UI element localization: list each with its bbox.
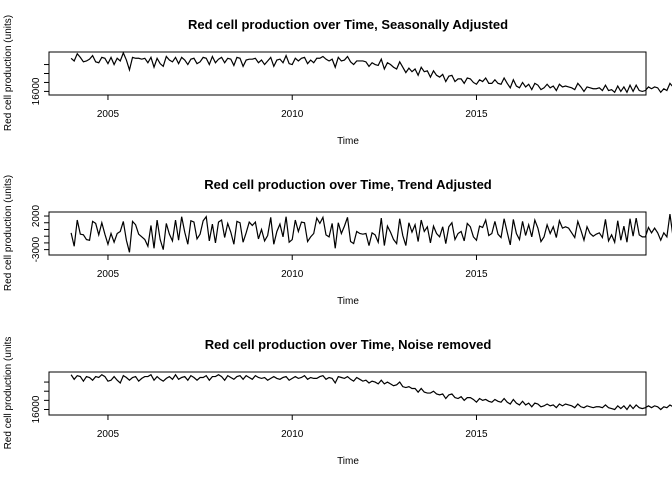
panel-2-y-tick-label: 2000 [31,204,42,227]
panel-3: Red cell production over Time, Noise rem… [3,337,672,467]
panel-1-y-ticks: 16000 [31,64,49,105]
panel-1-x-tick-label: 2015 [465,109,488,120]
panel-2-y-axis-label: Red cell production (units) [3,175,14,291]
panel-2-y-ticks: -3000 2000 [31,204,49,262]
panel-2-title: Red cell production over Time, Trend Adj… [204,177,492,192]
panel-2: Red cell production over Time, Trend Adj… [3,175,672,307]
panel-1: Red cell production over Time, Seasonall… [3,15,672,147]
panel-3-x-ticks: 2005 2010 2015 [97,415,488,440]
panel-3-title: Red cell production over Time, Noise rem… [205,337,492,352]
panel-3-x-tick-label: 2015 [465,429,488,440]
panel-1-x-axis-label: Time [337,136,359,147]
panel-1-series-line [70,51,672,94]
panel-1-y-axis-label: Red cell production (units) [3,15,14,131]
panel-2-x-axis-label: Time [337,296,359,307]
panel-1-x-ticks: 2005 2010 2015 [97,95,488,120]
panel-2-y-tick-label: -3000 [31,236,42,262]
panel-3-y-tick-label: 16000 [31,395,42,423]
panel-2-x-tick-label: 2010 [281,269,304,280]
panel-3-y-ticks: 16000 [31,381,49,423]
panel-1-x-tick-label: 2005 [97,109,120,120]
panel-2-x-tick-label: 2005 [97,269,120,280]
panel-3-x-axis-label: Time [337,456,359,467]
panel-3-series-line [70,373,672,411]
panel-3-plot-frame [48,371,647,416]
panel-3-x-tick-label: 2010 [281,429,304,440]
panel-2-x-ticks: 2005 2010 2015 [97,255,488,280]
panel-2-series-line [70,213,672,253]
panel-1-y-tick-label: 16000 [31,77,42,105]
panel-2-x-tick-label: 2015 [465,269,488,280]
panel-1-x-tick-label: 2010 [281,109,304,120]
panel-3-y-axis-label: Red cell production (units [3,337,14,450]
panel-3-x-tick-label: 2005 [97,429,120,440]
panel-1-title: Red cell production over Time, Seasonall… [188,17,508,32]
